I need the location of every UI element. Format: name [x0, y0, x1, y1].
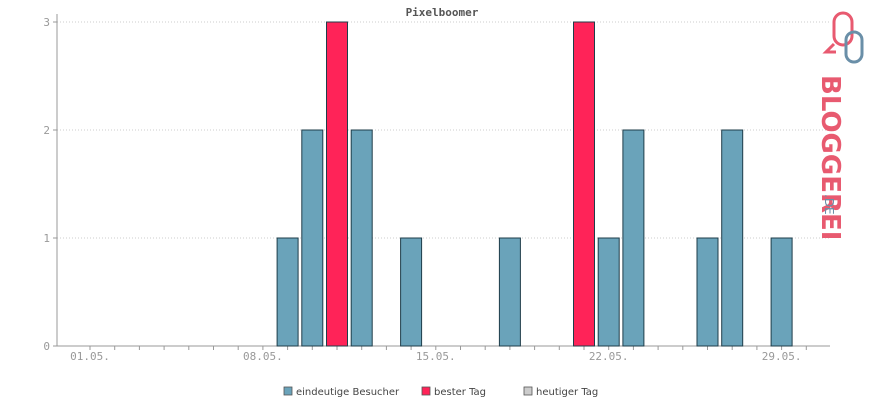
x-tick-label: 01.05.: [70, 350, 110, 363]
legend-label: heutiger Tag: [536, 387, 598, 398]
bar-eindeutige-besucher-day-27: [721, 129, 744, 347]
y-tick-label: 2: [43, 124, 50, 137]
bar-eindeutige-besucher-day-9: [276, 237, 299, 347]
legend-label: bester Tag: [434, 387, 486, 398]
logo-wordmark: BLOGGEREI: [815, 75, 845, 240]
y-tick-label: 3: [43, 16, 50, 29]
x-tick-label: 29.05.: [762, 350, 802, 363]
bar-eindeutige-besucher-day-22: [597, 237, 620, 347]
legend-swatch: [283, 386, 293, 396]
logo-domain-suffix: .DE: [822, 194, 836, 215]
bloggerei-logo: BLOGGEREI .DE: [815, 11, 864, 240]
x-tick-labels: 01.05. 08.05. 15.05. 22.05. 29.05.: [70, 346, 807, 363]
bars: [276, 21, 793, 347]
bar-eindeutige-besucher-day-29: [770, 237, 793, 347]
bar-eindeutige-besucher-day-23: [622, 129, 645, 347]
chart-title: Pixelboomer: [406, 6, 479, 19]
logo-speech-bubbles-icon: [822, 11, 864, 64]
x-tick-label: 22.05.: [589, 350, 629, 363]
legend-swatch: [523, 386, 533, 396]
legend-label: eindeutige Besucher: [296, 387, 400, 398]
bar-eindeutige-besucher-day-10: [301, 129, 324, 347]
y-tick-label: 0: [43, 340, 50, 353]
legend-swatch: [421, 386, 431, 396]
bar-eindeutige-besucher-day-26: [696, 237, 719, 347]
gridlines: [57, 21, 830, 239]
bar-eindeutige-besucher-day-14: [400, 237, 423, 347]
legend: eindeutige Besucher bester Tag heutiger Ta…: [283, 386, 598, 398]
bar-eindeutige-besucher-day-18: [498, 237, 521, 347]
bar-eindeutige-besucher-day-12: [350, 129, 373, 347]
y-tick-labels: 0 1 2 3: [43, 16, 57, 353]
x-tick-label: 15.05.: [416, 350, 456, 363]
y-tick-label: 1: [43, 232, 50, 245]
bar-bester-tag-day-11: [326, 21, 348, 347]
x-tick-label: 08.05.: [243, 350, 283, 363]
bar-bester-tag-day-21: [573, 21, 595, 347]
